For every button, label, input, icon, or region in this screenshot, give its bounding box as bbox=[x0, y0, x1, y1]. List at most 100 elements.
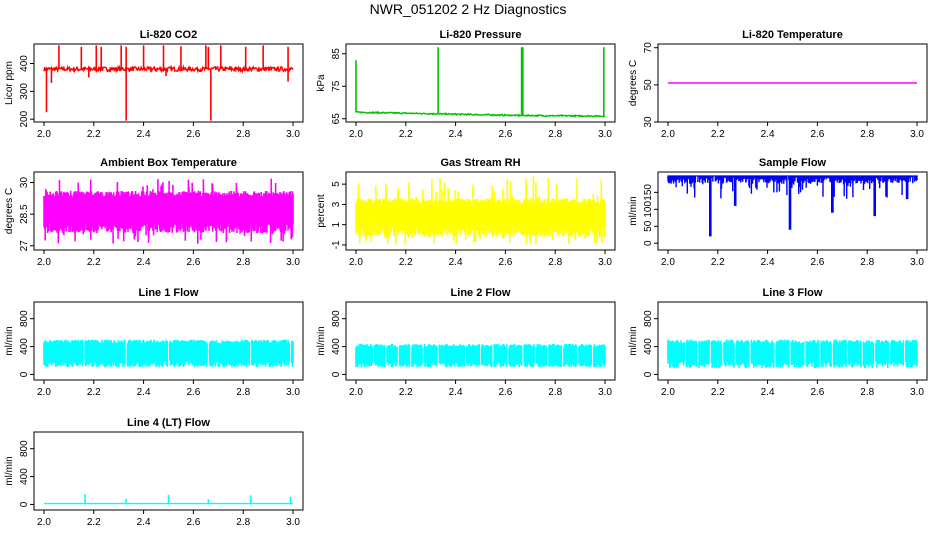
x-tick-label: 2.2 bbox=[711, 257, 725, 268]
y-axis-label: ml/min bbox=[316, 326, 327, 355]
chart-panel: Li-820 Temperature 2.0 2.2 2.4 2.6 2.8 3.0 30 50… bbox=[628, 29, 928, 140]
x-tick-label: 2.2 bbox=[399, 257, 413, 268]
x-tick-label: 2.6 bbox=[810, 129, 824, 140]
y-tick-label: 0 bbox=[643, 240, 654, 246]
series-band bbox=[43, 339, 294, 368]
series-band bbox=[667, 175, 918, 237]
y-tick-label: 65 bbox=[331, 113, 342, 125]
x-tick-label: 3.0 bbox=[286, 257, 300, 268]
x-tick-label: 2.2 bbox=[87, 257, 101, 268]
y-axis-label: ml/min bbox=[4, 456, 15, 485]
y-tick-label: -1 bbox=[331, 240, 342, 249]
y-tick-label: 50 bbox=[643, 79, 654, 91]
x-tick-label: 2.6 bbox=[498, 387, 512, 398]
x-tick-label: 3.0 bbox=[598, 129, 612, 140]
y-tick-label: 200 bbox=[19, 110, 30, 127]
x-tick-label: 2.6 bbox=[186, 257, 200, 268]
plot-frame bbox=[345, 43, 616, 123]
chart-panel: Li-820 CO2 2.0 2.2 2.4 2.6 2.8 3.0 200 300 400 Lic… bbox=[4, 29, 304, 140]
y-axis-label: ml/min bbox=[4, 326, 15, 355]
x-tick-label: 2.2 bbox=[399, 129, 413, 140]
x-tick-label: 2.0 bbox=[661, 129, 675, 140]
chart-title: Li-820 Temperature bbox=[742, 29, 843, 41]
x-tick-label: 2.4 bbox=[449, 387, 463, 398]
x-tick-label: 3.0 bbox=[286, 387, 300, 398]
x-tick-label: 2.8 bbox=[548, 387, 562, 398]
y-tick-label: 27 bbox=[19, 240, 30, 252]
y-tick-label: 85 bbox=[331, 48, 342, 60]
y-tick-label: 800 bbox=[331, 310, 342, 327]
x-tick-label: 2.8 bbox=[860, 387, 874, 398]
chart-title: Li-820 Pressure bbox=[440, 29, 522, 41]
y-tick-label: 300 bbox=[19, 83, 30, 100]
y-axis-label: kPa bbox=[316, 74, 327, 92]
chart-title: Line 2 Flow bbox=[451, 287, 511, 299]
y-axis-label: ml/min bbox=[628, 196, 639, 225]
x-tick-label: 2.0 bbox=[37, 517, 51, 528]
x-tick-label: 2.4 bbox=[137, 517, 151, 528]
x-tick-label: 3.0 bbox=[598, 257, 612, 268]
series-line bbox=[43, 64, 294, 74]
x-tick-label: 3.0 bbox=[286, 129, 300, 140]
y-tick-label: 50 bbox=[643, 220, 654, 232]
y-axis-label: ml/min bbox=[628, 326, 639, 355]
x-tick-label: 2.0 bbox=[37, 257, 51, 268]
chart-title: Gas Stream RH bbox=[440, 157, 520, 169]
series-8 bbox=[355, 343, 606, 368]
x-tick-label: 2.4 bbox=[137, 257, 151, 268]
chart-panel: Gas Stream RH 2.0 2.2 2.4 2.6 2.8 3.0 -1 1 3 5 perc… bbox=[316, 157, 616, 268]
y-axis-label: degrees C bbox=[628, 60, 639, 106]
plot-frame bbox=[33, 171, 304, 251]
x-tick-label: 2.8 bbox=[236, 129, 250, 140]
series-band bbox=[667, 339, 918, 369]
y-tick-label: 30 bbox=[643, 116, 654, 128]
x-tick-label: 3.0 bbox=[910, 257, 924, 268]
x-tick-label: 3.0 bbox=[598, 387, 612, 398]
y-tick-label: 0 bbox=[643, 371, 654, 377]
y-tick-label: 30 bbox=[19, 177, 30, 189]
x-tick-label: 2.2 bbox=[87, 517, 101, 528]
x-tick-label: 2.6 bbox=[810, 387, 824, 398]
x-tick-label: 2.4 bbox=[761, 387, 775, 398]
y-axis-label: percent bbox=[316, 194, 327, 228]
x-tick-label: 3.0 bbox=[910, 387, 924, 398]
plot-frame bbox=[33, 431, 304, 511]
y-tick-label: 400 bbox=[331, 338, 342, 355]
x-tick-label: 2.8 bbox=[860, 129, 874, 140]
x-tick-label: 2.8 bbox=[236, 387, 250, 398]
x-tick-label: 2.0 bbox=[349, 257, 363, 268]
series-5 bbox=[355, 176, 606, 245]
x-tick-label: 2.8 bbox=[548, 129, 562, 140]
y-tick-label: 150 bbox=[643, 184, 654, 201]
chart-title: Li-820 CO2 bbox=[140, 29, 197, 41]
x-tick-label: 2.0 bbox=[661, 257, 675, 268]
chart-title: Line 3 Flow bbox=[763, 287, 823, 299]
chart-panel: Line 2 Flow 2.0 2.2 2.4 2.6 2.8 3.0 0 400 800 ml/m… bbox=[316, 287, 616, 398]
y-tick-label: 800 bbox=[19, 310, 30, 327]
y-tick-label: 75 bbox=[331, 80, 342, 92]
x-tick-label: 2.0 bbox=[661, 387, 675, 398]
y-tick-label: 800 bbox=[643, 310, 654, 327]
x-tick-label: 2.0 bbox=[349, 129, 363, 140]
x-tick-label: 2.6 bbox=[810, 257, 824, 268]
chart-title: Line 1 Flow bbox=[139, 287, 199, 299]
chart-title: Sample Flow bbox=[759, 157, 827, 169]
x-tick-label: 2.4 bbox=[761, 257, 775, 268]
x-tick-label: 2.2 bbox=[711, 387, 725, 398]
series-band bbox=[355, 343, 606, 368]
series-band bbox=[355, 176, 606, 245]
chart-title: Line 4 (LT) Flow bbox=[127, 417, 210, 429]
x-tick-label: 2.0 bbox=[349, 387, 363, 398]
plot-frame bbox=[657, 301, 928, 381]
x-tick-label: 2.6 bbox=[186, 387, 200, 398]
x-tick-label: 2.2 bbox=[87, 387, 101, 398]
y-tick-label: 400 bbox=[19, 468, 30, 485]
y-tick-label: 400 bbox=[643, 338, 654, 355]
plot-frame bbox=[657, 43, 928, 123]
x-tick-label: 2.8 bbox=[236, 517, 250, 528]
y-tick-label: 5 bbox=[331, 181, 342, 187]
chart-panel: Line 4 (LT) Flow 2.0 2.2 2.4 2.6 2.8 3.0 0 400 80… bbox=[4, 417, 304, 528]
x-tick-label: 2.8 bbox=[548, 257, 562, 268]
y-tick-label: 0 bbox=[19, 371, 30, 377]
